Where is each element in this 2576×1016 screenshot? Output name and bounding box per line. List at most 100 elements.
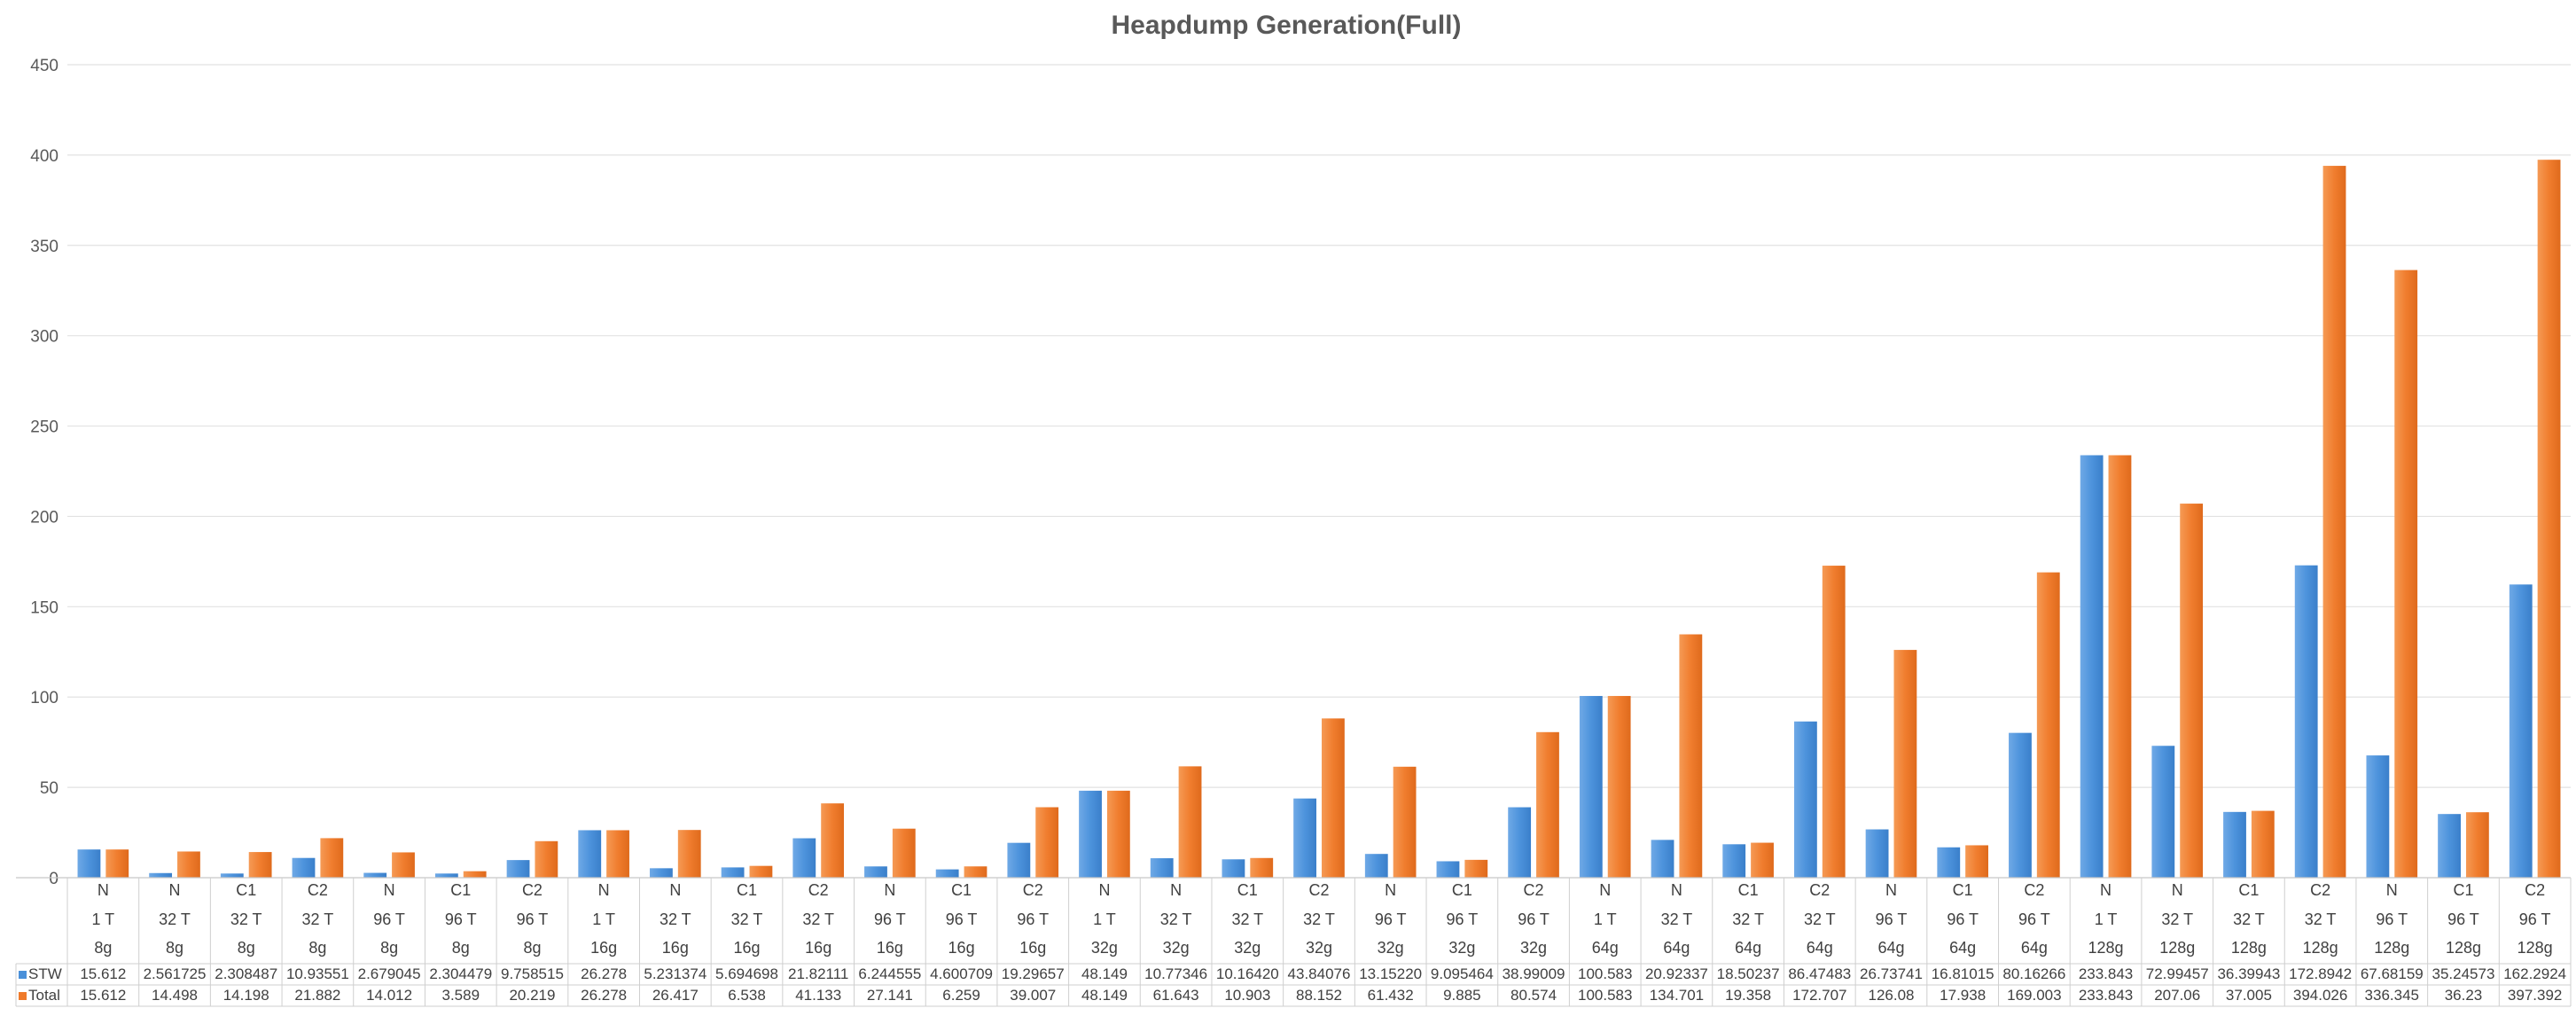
category-label: C2 bbox=[2525, 881, 2545, 899]
category-label: 32g bbox=[1091, 939, 1118, 957]
category-label: 32 T bbox=[159, 910, 191, 928]
category-label: 8g bbox=[380, 939, 398, 957]
data-label-total: 17.938 bbox=[1940, 987, 1986, 1004]
data-label-stw: 18.50237 bbox=[1717, 965, 1780, 982]
category-label: 16g bbox=[590, 939, 617, 957]
data-label-stw: 26.278 bbox=[581, 965, 627, 982]
category-label: 8g bbox=[166, 939, 183, 957]
bar-stw bbox=[1793, 721, 1817, 878]
data-label-stw: 2.304479 bbox=[429, 965, 492, 982]
bar-stw bbox=[935, 869, 959, 878]
category-label: 32 T bbox=[660, 910, 691, 928]
category-label: 32 T bbox=[2305, 910, 2337, 928]
data-label-stw: 100.583 bbox=[1578, 965, 1632, 982]
category-label: 8g bbox=[523, 939, 541, 957]
y-tick-label: 200 bbox=[30, 508, 59, 527]
category-label: 128g bbox=[2446, 939, 2481, 957]
category-label: C2 bbox=[1308, 881, 1329, 899]
category-label: C2 bbox=[808, 881, 829, 899]
bar-stw bbox=[1007, 842, 1031, 878]
data-label-total: 15.612 bbox=[80, 987, 126, 1004]
category-label: 96 T bbox=[2447, 910, 2479, 928]
bar-total bbox=[1322, 718, 1345, 878]
category-label: 32 T bbox=[1303, 910, 1335, 928]
bar-stw bbox=[434, 873, 458, 878]
bar-total bbox=[2180, 504, 2204, 878]
category-label: C2 bbox=[1023, 881, 1043, 899]
y-tick-label: 100 bbox=[30, 689, 59, 707]
bar-stw bbox=[1222, 859, 1245, 878]
bar-stw bbox=[864, 866, 887, 878]
category-label: N bbox=[1385, 881, 1396, 899]
category-label: 96 T bbox=[1518, 910, 1550, 928]
category-label: C2 bbox=[2024, 881, 2044, 899]
y-tick-label: 450 bbox=[30, 57, 59, 75]
category-label: 32g bbox=[1163, 939, 1190, 957]
data-label-stw: 172.8942 bbox=[2289, 965, 2352, 982]
data-label-total: 26.417 bbox=[652, 987, 699, 1004]
bar-total bbox=[2108, 455, 2132, 878]
category-label: 32 T bbox=[802, 910, 834, 928]
bar-total bbox=[1393, 766, 1417, 878]
category-label: 128g bbox=[2303, 939, 2338, 957]
bar-stw bbox=[1436, 861, 1460, 878]
category-label: 32 T bbox=[1160, 910, 1192, 928]
category-label: C2 bbox=[308, 881, 328, 899]
category-label: 1 T bbox=[2095, 910, 2118, 928]
bar-total bbox=[1035, 807, 1059, 878]
bar-stw bbox=[1722, 844, 1746, 878]
data-label-total: 88.152 bbox=[1296, 987, 1342, 1004]
category-label: 32 T bbox=[1804, 910, 1836, 928]
bar-stw bbox=[792, 838, 816, 878]
category-label: N bbox=[2386, 881, 2398, 899]
bar-stw bbox=[1150, 858, 1174, 878]
category-label: 16g bbox=[1019, 939, 1046, 957]
data-label-total: 207.06 bbox=[2154, 987, 2200, 1004]
category-label: 1 T bbox=[1594, 910, 1617, 928]
y-tick-label: 50 bbox=[40, 779, 59, 798]
category-label: N bbox=[669, 881, 681, 899]
bars bbox=[16, 160, 2571, 879]
bar-total bbox=[1822, 566, 1846, 878]
bar-total bbox=[1679, 634, 1703, 878]
category-label: 8g bbox=[308, 939, 326, 957]
category-label: N bbox=[1671, 881, 1682, 899]
data-label-stw: 10.77346 bbox=[1144, 965, 1207, 982]
category-label: 32 T bbox=[1231, 910, 1263, 928]
category-label: N bbox=[598, 881, 610, 899]
category-label: 32 T bbox=[2161, 910, 2193, 928]
data-label-total: 14.198 bbox=[223, 987, 269, 1004]
bar-stw bbox=[77, 849, 101, 878]
category-label: 96 T bbox=[2376, 910, 2408, 928]
data-label-stw: 36.39943 bbox=[2217, 965, 2280, 982]
data-label-stw: 26.73741 bbox=[1860, 965, 1923, 982]
bar-total bbox=[1893, 650, 1917, 878]
bar-stw bbox=[2223, 811, 2246, 878]
category-label: 96 T bbox=[2018, 910, 2050, 928]
bar-total bbox=[320, 838, 344, 878]
bar-total bbox=[964, 866, 987, 878]
category-label: 96 T bbox=[946, 910, 978, 928]
bar-total bbox=[1178, 766, 1202, 878]
category-label: 96 T bbox=[874, 910, 906, 928]
category-label: N bbox=[169, 881, 181, 899]
data-label-stw: 9.095464 bbox=[1431, 965, 1494, 982]
y-tick-label: 400 bbox=[30, 147, 59, 166]
bar-stw bbox=[220, 873, 244, 878]
bar-total bbox=[1751, 842, 1774, 878]
category-label: C1 bbox=[236, 881, 256, 899]
bar-stw bbox=[2151, 746, 2175, 878]
bar-total bbox=[1106, 790, 1130, 878]
bar-total bbox=[1607, 696, 1631, 878]
data-label-stw: 2.679045 bbox=[358, 965, 421, 982]
bar-total bbox=[463, 871, 487, 878]
category-label: 32g bbox=[1306, 939, 1332, 957]
data-label-stw: 6.244555 bbox=[858, 965, 921, 982]
category-label: N bbox=[2172, 881, 2183, 899]
category-label: C1 bbox=[737, 881, 757, 899]
data-label-stw: 67.68159 bbox=[2361, 965, 2424, 982]
data-label-stw: 20.92337 bbox=[1645, 965, 1708, 982]
data-label-stw: 16.81015 bbox=[1932, 965, 1994, 982]
category-label: 64g bbox=[1663, 939, 1690, 957]
